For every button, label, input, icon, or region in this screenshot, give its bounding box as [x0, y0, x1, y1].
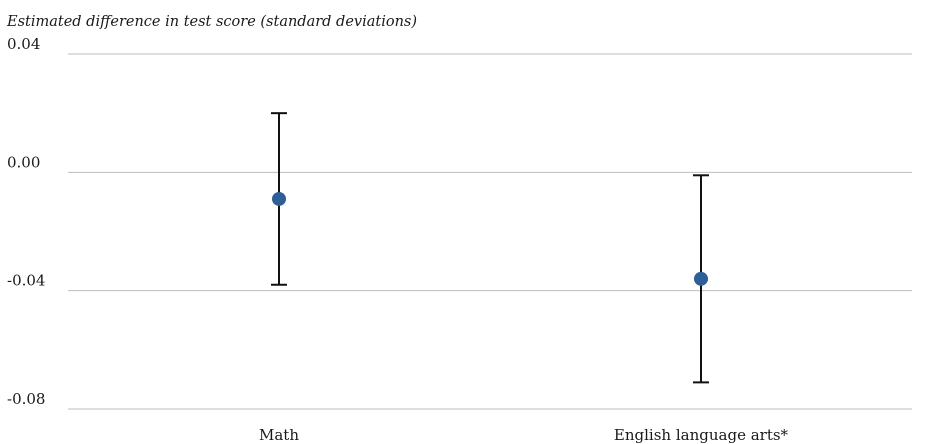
data-point — [272, 191, 286, 206]
y-tick-label: 0.00 — [7, 153, 40, 171]
gridlines — [68, 53, 912, 410]
data-points — [272, 191, 708, 286]
y-tick-labels: 0.04 0.00 -0.04 -0.08 — [7, 35, 45, 408]
category-label: English language arts* — [614, 426, 789, 444]
y-tick-label: 0.04 — [7, 35, 40, 53]
y-tick-label: -0.08 — [7, 390, 45, 408]
data-point — [694, 271, 708, 286]
y-axis-title: Estimated difference in test score (stan… — [6, 14, 417, 30]
y-tick-label: -0.04 — [7, 272, 45, 290]
error-bars — [271, 112, 709, 384]
category-label: Math — [259, 426, 299, 444]
category-labels: Math English language arts* — [259, 426, 789, 444]
